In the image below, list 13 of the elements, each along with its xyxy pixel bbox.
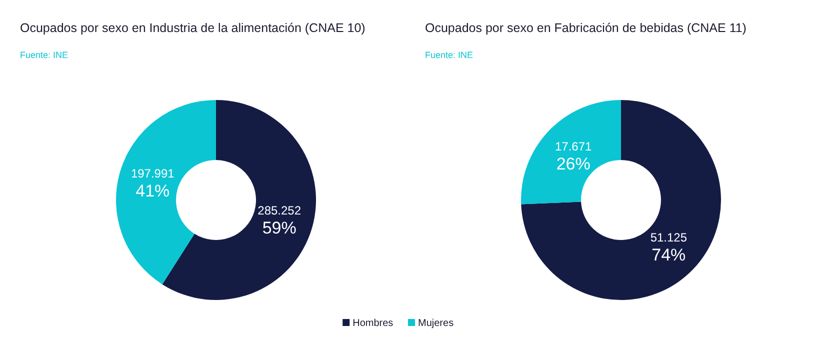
donut-slice [521,100,621,204]
data-label: 197.991 41% [130,166,175,201]
chart-subtitle: Fuente: INE [20,50,68,60]
donut-slice [521,100,721,300]
chart-title: Ocupados por sexo en Fabricación de bebidas (CNAE 11) [425,21,746,35]
chart-subtitle: Fuente: INE [425,50,474,60]
legend-label: Hombres [352,318,394,329]
data-label: 285.252 59% [258,203,302,238]
donut-slice [116,100,216,284]
data-label: 51.125 74% [650,230,688,265]
chart-title: Ocupados por sexo en Industria de la alimentación (CNAE 10) [20,21,366,35]
legend-label: Mujeres [418,318,454,329]
data-label: 17.671 26% [554,139,592,174]
